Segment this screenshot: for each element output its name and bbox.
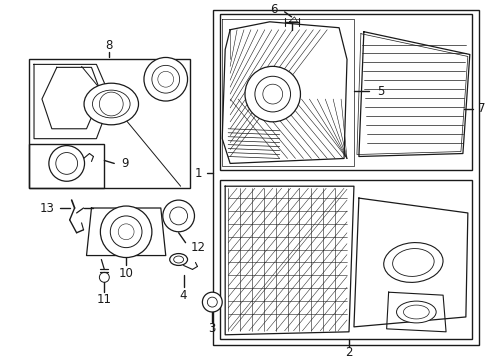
Text: 3: 3 (208, 322, 216, 336)
Bar (29, 59, 189, 188)
Text: 11: 11 (97, 293, 112, 306)
Polygon shape (34, 64, 111, 139)
Ellipse shape (169, 253, 187, 265)
Circle shape (100, 206, 152, 257)
Text: 6: 6 (270, 3, 277, 17)
Circle shape (143, 58, 187, 101)
Polygon shape (42, 67, 101, 129)
Text: 8: 8 (105, 39, 113, 52)
Bar (213, 10, 478, 345)
Text: 10: 10 (119, 267, 133, 280)
Polygon shape (222, 19, 353, 166)
Polygon shape (386, 292, 445, 332)
Polygon shape (358, 32, 469, 157)
Circle shape (163, 200, 194, 232)
Text: 13: 13 (40, 202, 55, 215)
Ellipse shape (383, 243, 442, 282)
Text: 1: 1 (195, 167, 202, 180)
Polygon shape (289, 17, 297, 22)
Ellipse shape (396, 301, 435, 323)
Bar (29, 144, 104, 188)
Polygon shape (222, 22, 346, 163)
Circle shape (254, 76, 290, 112)
Polygon shape (228, 25, 346, 163)
Text: 4: 4 (180, 289, 187, 302)
Text: 9: 9 (121, 157, 128, 170)
Text: 2: 2 (345, 346, 352, 359)
Polygon shape (353, 198, 467, 327)
Bar (220, 14, 471, 170)
Circle shape (202, 292, 222, 312)
Polygon shape (225, 186, 353, 335)
Polygon shape (86, 208, 165, 256)
Text: 12: 12 (190, 241, 205, 254)
Text: 5: 5 (376, 85, 383, 98)
Circle shape (244, 66, 300, 122)
Text: 7: 7 (477, 103, 484, 116)
Circle shape (49, 145, 84, 181)
Ellipse shape (84, 83, 138, 125)
Bar (220, 180, 471, 339)
